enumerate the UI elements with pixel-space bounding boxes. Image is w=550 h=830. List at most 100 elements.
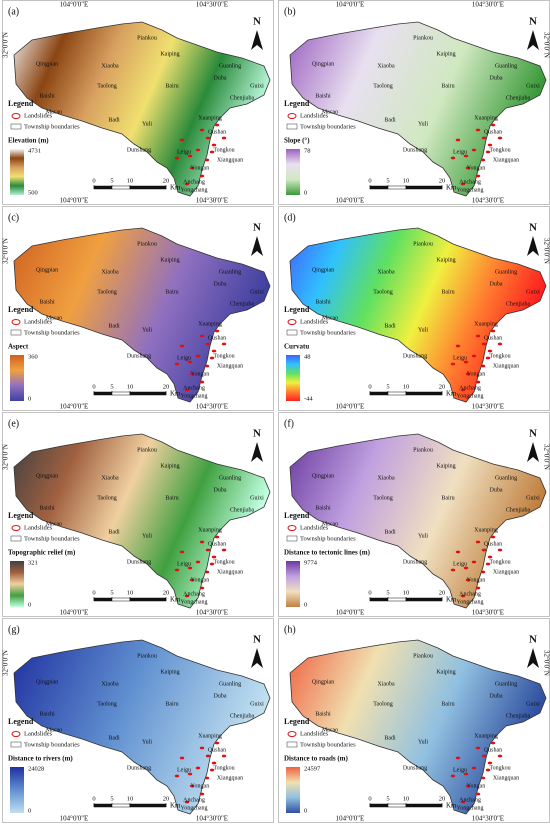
scale-segment: [111, 185, 131, 190]
township-label: Guixi: [526, 289, 540, 295]
landslide: [199, 128, 205, 132]
township-label: Macao: [322, 315, 338, 321]
landslide: [485, 768, 491, 772]
landslide: [214, 741, 220, 745]
longitude-label: 104°30'0"E: [196, 197, 228, 205]
landslide: [199, 380, 205, 384]
landslide: [214, 535, 220, 539]
township-label: Yongchang: [180, 187, 207, 193]
legend-boundary-symbol: [10, 535, 22, 542]
legend-variable: Elevation (m): [8, 137, 49, 145]
scale-tick-label: 10: [127, 383, 134, 390]
scale-segment: [93, 185, 113, 190]
township-label: Yuli: [418, 533, 428, 539]
township-label: Guixi: [250, 701, 264, 707]
township-label: Xuanping: [474, 115, 498, 121]
landslide: [471, 766, 477, 770]
north-arrow: [527, 236, 539, 256]
township-label: Guanling: [219, 63, 241, 69]
landslide: [211, 349, 217, 353]
latitude-label: 32°0'0"N: [2, 32, 10, 58]
scale-segment: [93, 597, 113, 602]
scale-unit: Km: [446, 596, 457, 604]
township-label: Dunshang: [127, 353, 151, 359]
landslide: [465, 784, 471, 788]
township-label: Qingpian: [36, 267, 58, 273]
legend-item: Township boundaries: [300, 123, 356, 130]
legend-title: Legend: [284, 717, 310, 726]
legend-landslide-symbol: [11, 731, 21, 737]
legend-item: Township boundaries: [24, 123, 80, 130]
township-label: Yongchang: [456, 187, 483, 193]
landslide: [174, 774, 180, 778]
township-label: Qingpian: [312, 679, 334, 685]
township-label: Piankou: [413, 35, 433, 41]
township-label: Badi: [108, 323, 120, 329]
township-label: Xiangquan: [493, 157, 519, 163]
township-label: Duba: [214, 75, 227, 81]
township-label: Yongan: [191, 577, 209, 583]
landslide: [199, 174, 205, 178]
north-label: N: [529, 428, 537, 440]
township-label: Piankou: [137, 653, 157, 659]
legend-min: 0: [28, 395, 31, 402]
landslide: [204, 776, 210, 780]
township-label: Taolong: [97, 83, 117, 89]
township-label: Badi: [108, 529, 120, 535]
township-label: Macao: [46, 521, 62, 527]
township-label: Chenjiaba: [506, 713, 531, 719]
landslide: [497, 342, 503, 346]
landslide: [189, 784, 195, 788]
township-label: Taolong: [97, 701, 117, 707]
scale-segment: [93, 803, 113, 808]
scale-tick-label: 20: [163, 177, 170, 184]
township-label: Kaiping: [436, 463, 455, 469]
legend-item: Landslides: [300, 318, 329, 325]
scale-tick-label: 0: [368, 383, 371, 390]
legend-landslide-symbol: [287, 113, 297, 119]
township-label: Qushan: [484, 747, 502, 753]
landslide: [205, 548, 211, 552]
township-label: Anchang: [459, 591, 481, 597]
legend-landslide-symbol: [287, 319, 297, 325]
legend-min: -44: [304, 395, 313, 402]
landslide: [463, 154, 469, 158]
legend-variable: Topographic relief (m): [8, 549, 76, 557]
township-label: Anchang: [459, 179, 481, 185]
landslide: [475, 174, 481, 178]
scale-tick-label: 20: [163, 795, 170, 802]
township-label: Qingpian: [312, 267, 334, 273]
landslide: [205, 342, 211, 346]
scale-tick-label: 0: [92, 177, 95, 184]
latitude-label: 32°0'0"N: [2, 444, 10, 470]
township-label: Yongan: [191, 783, 209, 789]
township-label: Guixi: [526, 495, 540, 501]
township-label: Yongan: [191, 371, 209, 377]
landslide: [471, 354, 477, 358]
legend-title: Legend: [284, 511, 310, 520]
map-panel: Piankou Qingpian Xiaoba Kaiping Guanling Duba…: [2, 412, 274, 617]
north-arrow: [251, 236, 263, 256]
landslide: [204, 364, 210, 368]
landslide: [460, 800, 466, 804]
scale-tick-label: 0: [92, 795, 95, 802]
scale-tick-label: 10: [403, 383, 410, 390]
landslide: [481, 342, 487, 346]
scale-tick-label: 20: [163, 383, 170, 390]
township-label: Qushan: [208, 747, 226, 753]
scale-tick-label: 20: [439, 795, 446, 802]
landslide: [174, 156, 180, 160]
longitude-label: 104°0'0"E: [60, 197, 89, 205]
landslide: [481, 136, 487, 140]
legend-max: 48: [304, 353, 311, 360]
township-label: Dunshang: [403, 559, 427, 565]
legend-item: Township boundaries: [24, 329, 80, 336]
township-label: Leigu: [453, 561, 467, 567]
study-area: [289, 227, 547, 403]
landslide: [480, 364, 486, 368]
legend-variable: Distance to rivers (m): [8, 755, 73, 763]
scale-tick-label: 0: [368, 589, 371, 596]
scale-segment: [387, 185, 407, 190]
scale-unit: Km: [170, 184, 181, 192]
township-label: Chenjiaba: [230, 713, 255, 719]
